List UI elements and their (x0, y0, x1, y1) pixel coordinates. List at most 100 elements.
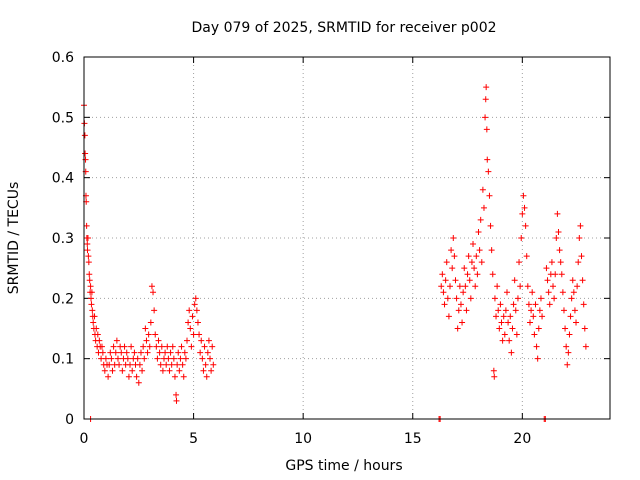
data-point (444, 295, 451, 302)
data-point (110, 343, 117, 350)
data-point (497, 301, 504, 308)
data-point (482, 114, 489, 121)
data-point (94, 331, 101, 338)
chart-title: Day 079 of 2025, SRMTID for receiver p00… (191, 20, 496, 36)
data-point (166, 367, 173, 374)
data-point (565, 349, 572, 356)
data-point (101, 367, 108, 374)
y-tick-label: 0.2 (52, 291, 74, 307)
data-point (488, 247, 495, 254)
data-point (185, 319, 192, 326)
data-point (140, 343, 147, 350)
data-point (512, 307, 519, 314)
data-point (86, 277, 93, 284)
data-point (441, 301, 448, 308)
data-point (537, 295, 544, 302)
data-point (190, 331, 197, 338)
data-point (128, 343, 135, 350)
data-point (465, 253, 472, 260)
data-point (576, 235, 583, 241)
data-point (530, 313, 537, 320)
data-point (124, 355, 131, 362)
x-tick-label: 5 (189, 431, 198, 447)
data-point (142, 325, 149, 332)
data-point (204, 349, 211, 356)
data-point (137, 349, 144, 356)
data-point (506, 337, 513, 344)
data-point (196, 331, 203, 338)
data-point (471, 265, 478, 272)
data-point (520, 192, 527, 199)
data-point (539, 313, 546, 320)
data-point (207, 355, 214, 362)
data-point (175, 349, 182, 356)
data-point (84, 241, 91, 248)
y-tick-label: 0.3 (52, 231, 74, 247)
data-point (84, 235, 91, 241)
data-point (459, 319, 466, 326)
data-point (208, 367, 215, 374)
y-axis-ticks: 0 0.1 0.2 0.3 0.4 0.5 0.6 (52, 50, 610, 428)
data-point (121, 343, 128, 350)
data-point (489, 271, 496, 278)
data-point (558, 271, 565, 278)
data-point (82, 150, 89, 157)
data-point (156, 349, 163, 356)
data-point (511, 277, 518, 284)
data-point (89, 307, 96, 314)
data-point (87, 283, 94, 290)
data-point (505, 319, 512, 326)
data-point (143, 337, 150, 344)
data-point (491, 295, 498, 302)
data-point (88, 289, 95, 296)
data-point (184, 337, 191, 344)
data-point (491, 373, 498, 380)
data-point (187, 325, 194, 332)
data-point (455, 307, 462, 314)
data-point (106, 361, 113, 368)
data-point (503, 289, 510, 296)
data-point (169, 343, 176, 350)
data-point (534, 355, 541, 362)
y-tick-label: 0.6 (52, 50, 74, 66)
data-point (201, 343, 208, 350)
data-point (494, 283, 501, 290)
data-point (574, 283, 581, 290)
data-point (532, 301, 539, 308)
data-point (154, 355, 161, 362)
data-point (186, 307, 193, 314)
data-point (171, 373, 178, 380)
data-point (147, 319, 154, 326)
data-point (163, 361, 170, 368)
data-point (521, 204, 528, 211)
data-point (164, 343, 171, 350)
data-point (551, 295, 558, 302)
data-point (480, 204, 487, 211)
data-point (553, 235, 560, 241)
data-point (83, 222, 90, 229)
data-point (562, 325, 569, 332)
data-point (148, 283, 155, 290)
data-point (133, 373, 140, 380)
data-point (500, 313, 507, 320)
data-point (193, 307, 200, 314)
data-point (178, 343, 185, 350)
data-point (453, 295, 460, 302)
y-tick-label: 0.5 (52, 110, 74, 126)
data-point (475, 228, 482, 235)
data-point (165, 355, 172, 362)
data-point (563, 343, 570, 350)
data-point (456, 283, 463, 290)
data-point (499, 337, 506, 344)
data-point (476, 247, 483, 254)
data-point (125, 373, 132, 380)
y-tick-label: 0.1 (52, 352, 74, 368)
data-point (170, 355, 177, 362)
data-point (452, 277, 459, 284)
data-point (466, 277, 473, 284)
data-point (98, 343, 105, 350)
data-point (556, 247, 563, 254)
data-point (484, 156, 491, 163)
data-point (518, 235, 525, 241)
